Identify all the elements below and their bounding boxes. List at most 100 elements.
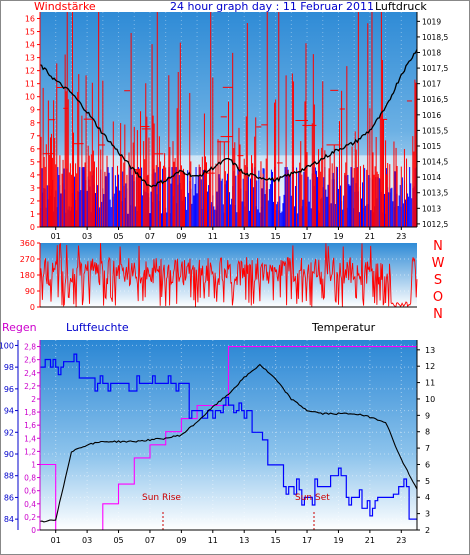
wind-tick-label: 4	[30, 171, 35, 180]
rain-tick-label: 0,6	[24, 487, 36, 496]
temperature-tick-label: 13	[425, 346, 435, 355]
wind-bars	[39, 12, 417, 227]
temperature-tick-label: 5	[425, 477, 430, 486]
wind-tick-label: 9	[30, 106, 35, 115]
wind-tick-label: 2	[30, 197, 35, 206]
x-tick-label: 13	[239, 536, 249, 545]
wind-tick-label: 11	[25, 80, 35, 89]
pressure-tick-label: 1013,5	[422, 189, 448, 198]
direction-tick-label: 0	[30, 303, 35, 312]
pressure-line	[39, 49, 418, 188]
pressure-tick-label: 1015	[422, 142, 441, 151]
wind-tick-label: 12	[25, 67, 35, 76]
x-tick-label: 03	[82, 536, 92, 545]
wind-direction-line	[39, 242, 418, 308]
direction-axis: 0 90 180 270 360	[20, 239, 417, 312]
x-tick-label: 17	[302, 232, 312, 241]
rain-tick-label: 1	[31, 460, 36, 469]
wind-tick-label: 8	[30, 119, 35, 128]
pressure-tick-label: 1014	[422, 173, 441, 182]
bottom-x-axis: 01 03 05 07 09 11 13 15 17 19 21 23	[40, 529, 417, 545]
temperature-tick-label: 11	[425, 379, 435, 388]
direction-tick-label: 360	[20, 239, 35, 248]
pressure-axis: 1012,5 1013 1013,5 1014 1014,5 1015 1015,5 1016…	[416, 12, 448, 229]
humidity-tick-label: 84	[4, 515, 14, 524]
compass-label: O	[433, 290, 443, 305]
temperature-tick-label: 4	[425, 493, 430, 502]
page-title: 24 hour graph day : 11 Februar 2011	[170, 0, 374, 13]
temperature-tick-label: 7	[425, 444, 430, 453]
x-tick-label: 01	[51, 536, 61, 545]
x-tick-label: 03	[82, 232, 92, 241]
wind-tick-label: 13	[25, 54, 35, 63]
x-tick-label: 19	[333, 232, 343, 241]
humidity-label: Luftfeuchte	[66, 321, 129, 334]
x-tick-label: 15	[271, 232, 281, 241]
rain-tick-label: 0,8	[24, 474, 36, 483]
wind-tick-label: 6	[30, 145, 35, 154]
pressure-axis-label: Luftdruck	[375, 0, 427, 13]
rain-tick-label: 2,6	[24, 356, 36, 365]
pressure-tick-label: 1013	[422, 204, 441, 213]
x-tick-label: 05	[113, 536, 123, 545]
wind-tick-label: 10	[25, 93, 35, 102]
rain-tick-label: 2,2	[24, 382, 36, 391]
pressure-tick-label: 1016,5	[422, 95, 448, 104]
rain-tick-label: 2,8	[24, 343, 36, 352]
wind-tick-label: 15	[25, 28, 35, 37]
humidity-tick-label: 90	[4, 450, 14, 459]
wind-tick-label: 7	[30, 132, 35, 141]
direction-tick-label: 270	[20, 255, 35, 264]
temperature-label: Temperatur	[311, 321, 376, 334]
temperature-tick-label: 10	[425, 395, 435, 404]
pressure-tick-label: 1018,5	[422, 33, 448, 42]
temperature-axis: 2 3 4 5 6 7 8 9 10 11 12 13	[416, 340, 435, 535]
x-tick-label: 21	[365, 536, 375, 545]
x-tick-label: 15	[271, 536, 281, 545]
temperature-tick-label: 6	[425, 460, 430, 469]
wind-tick-label: 16	[25, 15, 35, 24]
x-tick-label: 01	[51, 232, 61, 241]
sunset-label: Sun Set	[295, 493, 330, 503]
temperature-tick-label: 3	[425, 510, 430, 519]
top-x-axis: 01 03 05 07 09 11 13 15 17 19 21 23	[40, 226, 417, 241]
pressure-tick-label: 1018	[422, 49, 441, 58]
rain-tick-label: 0,2	[24, 513, 36, 522]
sunrise-label: Sun Rise	[142, 493, 181, 503]
humidity-axis: 84 86 88 90 92 94 96 98 100	[0, 340, 19, 530]
temperature-tick-label: 8	[425, 428, 430, 437]
wind-tick-label: 14	[25, 41, 35, 50]
x-tick-label: 21	[365, 232, 375, 241]
pressure-tick-label: 1017,5	[422, 64, 448, 73]
rain-tick-label: 2,4	[24, 369, 36, 378]
pressure-tick-label: 1012,5	[422, 220, 448, 229]
humidity-line	[40, 353, 417, 520]
wind-tick-label: 0	[30, 223, 35, 232]
rain-tick-label: 1,2	[24, 447, 36, 456]
humidity-tick-label: 86	[4, 493, 14, 502]
pressure-tick-label: 1019	[422, 17, 441, 26]
wind-axis-label: Windstärke	[34, 0, 96, 13]
rain-tick-label: 0,4	[24, 500, 36, 509]
rain-axis: 0 0,2 0,4 0,6 0,8 1 1,2 1,4 1,6 1,8 2 2,2 2,4 2,6 2,8	[24, 340, 41, 535]
humidity-tick-label: 94	[4, 407, 14, 416]
x-tick-label: 23	[396, 232, 406, 241]
x-tick-label: 09	[176, 232, 186, 241]
temperature-tick-label: 12	[425, 362, 435, 371]
x-tick-label: 17	[302, 536, 312, 545]
pressure-tick-label: 1014,5	[422, 158, 448, 167]
x-tick-label: 11	[208, 536, 218, 545]
x-tick-label: 07	[145, 536, 155, 545]
humidity-tick-label: 98	[4, 363, 14, 372]
compass-label: N	[433, 307, 443, 322]
rain-tick-label: 2	[31, 395, 36, 404]
x-tick-label: 23	[396, 536, 406, 545]
compass-label: W	[432, 256, 445, 271]
wind-tick-label: 5	[30, 158, 35, 167]
